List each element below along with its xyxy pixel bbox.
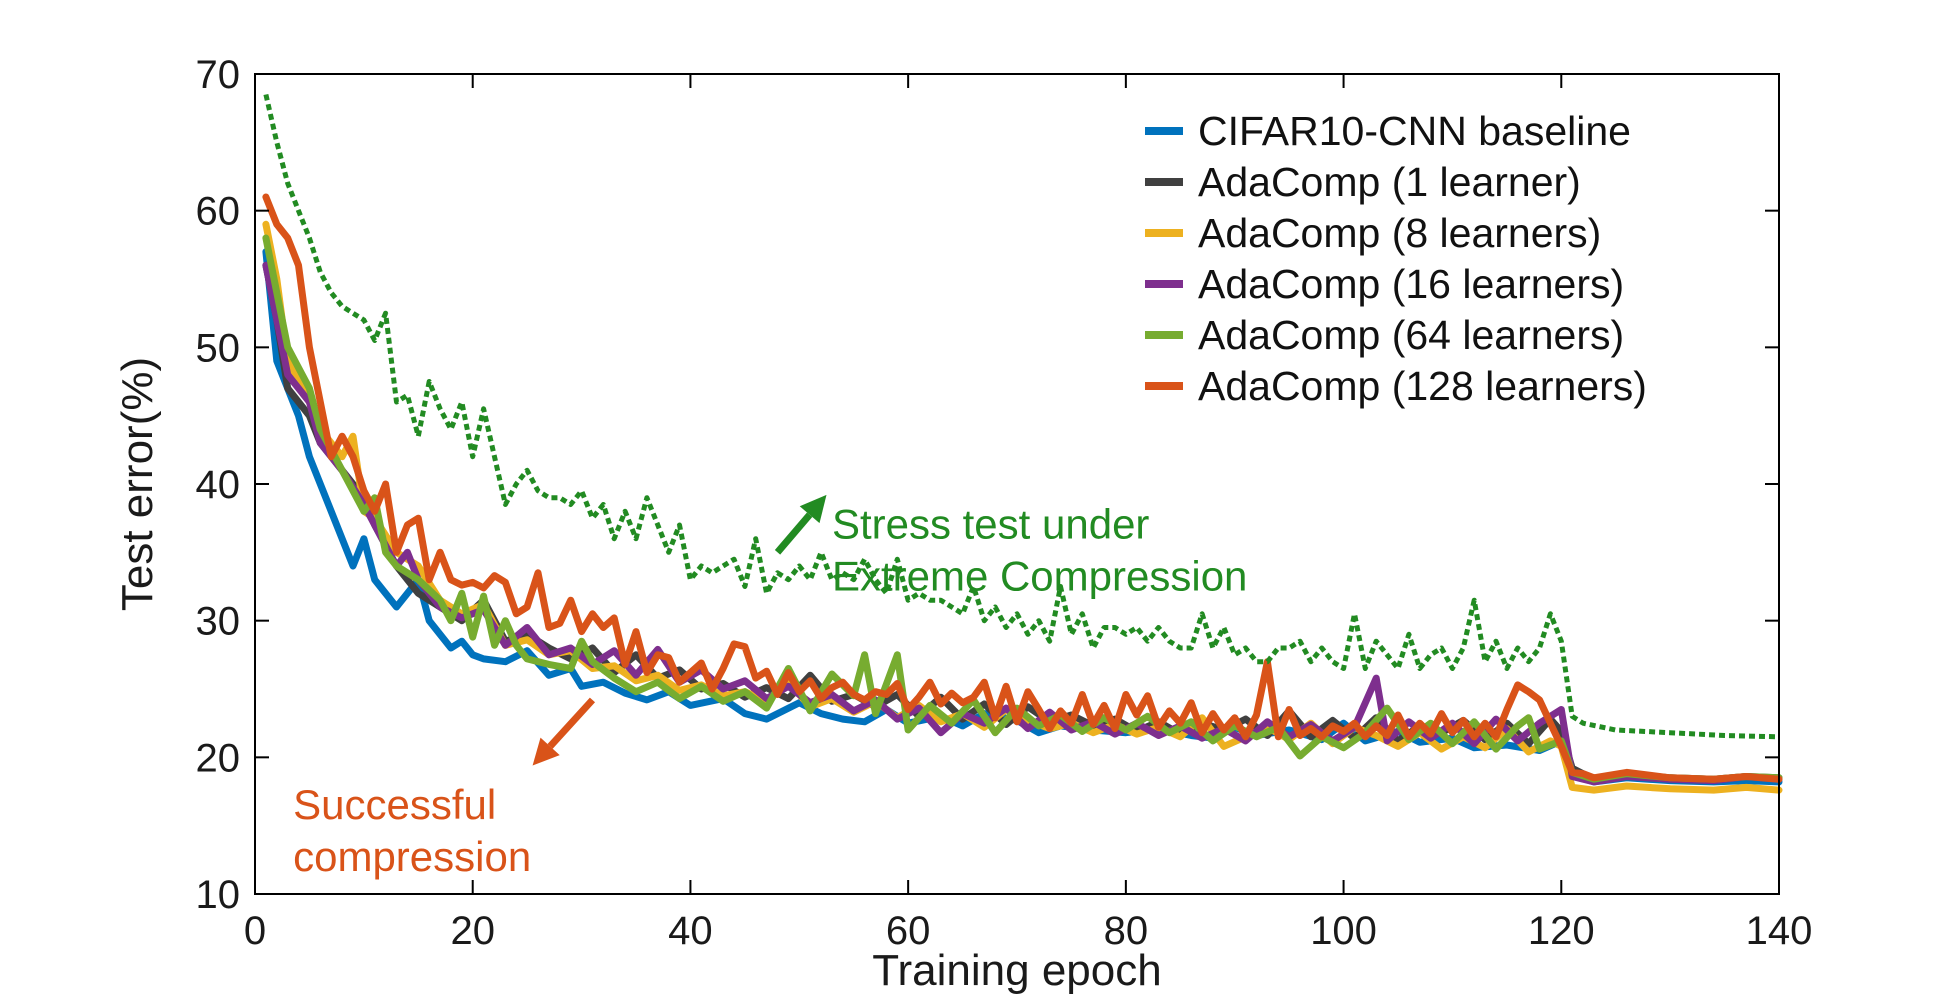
- x-tick-label: 100: [1310, 909, 1377, 953]
- legend-label-adacomp-128-learners: AdaComp (128 learners): [1198, 363, 1647, 409]
- axis-ticks: 0 20 40 60 80 100 120 140 10 20 30 40 50 60 70: [196, 53, 1813, 953]
- legend-label-adacomp-8-learners: AdaComp (8 learners): [1198, 210, 1601, 256]
- x-tick-label: 0: [244, 909, 266, 953]
- legend-label-adacomp-16-learners: AdaComp (16 learners): [1198, 261, 1624, 307]
- x-tick-label: 140: [1746, 909, 1813, 953]
- annotation-text-stress-test: Stress test under: [832, 501, 1149, 548]
- legend-label-adacomp-64-learners: AdaComp (64 learners): [1198, 312, 1624, 358]
- annotations: Stress test under Extreme Compression Succ…: [293, 494, 1247, 880]
- stress-test-arrow: [774, 494, 827, 555]
- y-tick-label: 30: [196, 600, 241, 644]
- stress-test-arrow-shaft: [774, 512, 813, 555]
- y-tick-label: 40: [196, 463, 241, 507]
- x-axis-label: Training epoch: [872, 946, 1161, 995]
- y-tick-label: 70: [196, 53, 241, 97]
- y-tick-label: 20: [196, 736, 241, 780]
- series-line-adacomp-128-learners: [262, 193, 1783, 783]
- successful-arrow-shaft: [547, 697, 596, 749]
- annotation-stress-test: Stress test under Extreme Compression: [832, 501, 1247, 600]
- annotation-text-successful: Successful: [293, 781, 496, 828]
- stress-test-arrow-head: [799, 494, 827, 524]
- y-tick-label: 50: [196, 326, 241, 370]
- x-tick-label: 80: [1104, 909, 1149, 953]
- x-tick-label: 20: [450, 909, 495, 953]
- annotation-successful: Successful compression: [293, 781, 531, 880]
- annotation-text-successful: compression: [293, 833, 531, 880]
- x-tick-label: 60: [886, 909, 931, 953]
- y-tick-label: 60: [196, 190, 241, 234]
- x-tick-label: 120: [1528, 909, 1595, 953]
- series-layer: [262, 93, 1783, 794]
- successful-arrow-head: [532, 737, 560, 766]
- annotation-text-stress-test: Extreme Compression: [832, 553, 1247, 600]
- legend-label-adacomp-1-learner: AdaComp (1 learner): [1198, 159, 1581, 205]
- y-axis-label: Test error(%): [113, 357, 162, 611]
- legend: CIFAR10-CNN baseline AdaComp (1 learner) A…: [1145, 108, 1647, 409]
- x-tick-label: 40: [668, 909, 713, 953]
- successful-arrow: [532, 697, 596, 766]
- legend-label-cifar10-cnn-baseline: CIFAR10-CNN baseline: [1198, 108, 1631, 154]
- series-line-stress-test-extreme-compression: [263, 93, 1780, 740]
- y-tick-label: 10: [196, 873, 241, 917]
